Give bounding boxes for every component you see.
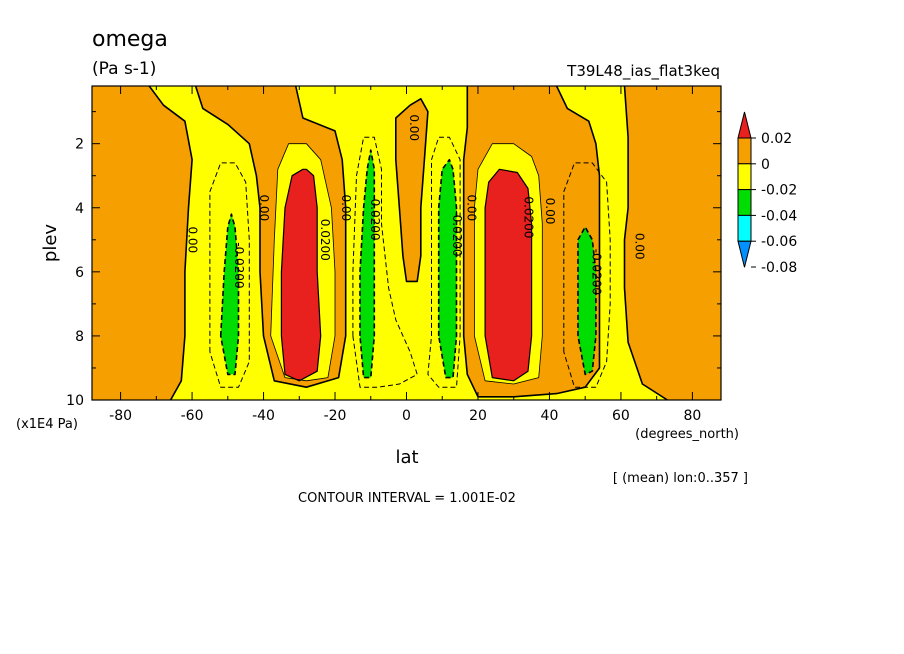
x-tick-label-0: -80 [109,408,132,424]
contour-line-3 [462,86,601,398]
contour-fills [92,86,721,400]
x-axis-units: (degrees_north) [635,427,739,442]
y-tick-label-1: 4 [75,201,84,217]
x-tick-label-2: -40 [252,408,275,424]
contour-line-0 [148,86,193,400]
x-tick-label-8: 80 [683,408,701,424]
contour-region-9 [485,169,532,381]
chart-title: omega [92,27,168,52]
contour-line-7 [280,168,322,382]
colorbar-label-5: -0.08 [761,260,797,276]
contour-label-6: 0.00 [407,114,421,141]
contour-region-3 [395,98,428,282]
contour-label-1: -0.0200 [232,242,246,288]
contour-region-1 [92,86,193,400]
y-axis-units: (x1E4 Pa) [16,417,78,432]
contour-label-10: 0.00 [543,198,557,225]
colorbar-bottom-arrow [737,240,752,268]
contour-line-5 [270,143,336,382]
colorbar: 0.02 0 -0.02 -0.04 -0.06 -0.08 [737,111,797,276]
contour-label-9: 0.0200 [522,196,536,238]
contour-line-15 [563,162,611,388]
chart-units: (Pa s-1) [92,59,156,79]
contour-region-8 [281,169,321,381]
contour-line-8 [484,168,533,382]
y-axis: 2 4 6 8 10 [66,111,721,409]
run-name: T39L48_ias_flat3keq [566,62,720,81]
contour-line-9 [209,162,250,388]
y-tick-label-3: 8 [75,329,84,345]
colorbar-top-arrow [737,111,752,139]
contour-region-12 [438,159,457,378]
x-tick-label-5: 20 [469,408,487,424]
contour-label-0: 0.00 [186,226,200,253]
colorbar-swatch-1 [737,137,752,165]
colorbar-label-4: -0.06 [761,234,797,250]
contour-line-4 [623,86,668,400]
contour-line-13 [427,136,461,388]
contour-label-7: -0.0200 [450,210,464,256]
contour-label-3: 0.0200 [318,219,332,261]
contour-label-11: -0.0200 [589,249,603,295]
colorbar-label-2: -0.02 [761,183,797,199]
y-tick-label-2: 6 [75,265,84,281]
contour-region-11 [360,150,375,378]
x-tick-label-1: -60 [181,408,204,424]
contour-line-6 [473,143,543,385]
contour-line-12 [359,149,376,379]
contour-line-2 [394,98,429,283]
contour-region-5 [624,86,721,400]
contour-label-12: 0.00 [632,233,646,260]
x-axis-label: lat [395,447,418,468]
y-tick-label-0: 2 [75,137,84,153]
colorbar-label-3: -0.04 [761,208,797,224]
mean-note: [ (mean) lon:0..357 ] [613,471,748,486]
colorbar-label-0: 0.02 [761,131,792,147]
contour-interval: CONTOUR INTERVAL = 1.001E-02 [298,491,516,506]
contour-line-14 [437,158,458,379]
x-tick-label-3: -20 [324,408,347,424]
y-axis-label: plev [40,224,61,263]
colorbar-swatch-4 [737,214,752,242]
y-tick-label-4: 10 [66,393,84,409]
contour-label-4: 0.00 [339,194,353,221]
contour-region-13 [578,227,596,375]
contour-region-10 [220,214,239,375]
colorbar-swatch-2 [737,163,752,191]
x-tick-label-7: 60 [612,408,630,424]
contour-line-1 [194,86,347,389]
contour-label-8: 0.00 [464,194,478,221]
contour-label-2: 0.00 [257,194,271,221]
colorbar-swatch-3 [737,189,752,216]
x-tick-label-4: 0 [402,408,411,424]
colorbar-label-1: 0 [761,157,770,173]
x-tick-label-6: 40 [541,408,559,424]
contour-line-11 [352,136,418,388]
contour-line-16 [577,226,597,376]
contour-label-5: -0.0200 [368,194,382,240]
contour-lines [148,86,668,400]
x-axis: -80 -60 -40 -20 0 20 40 60 80 [109,86,701,424]
